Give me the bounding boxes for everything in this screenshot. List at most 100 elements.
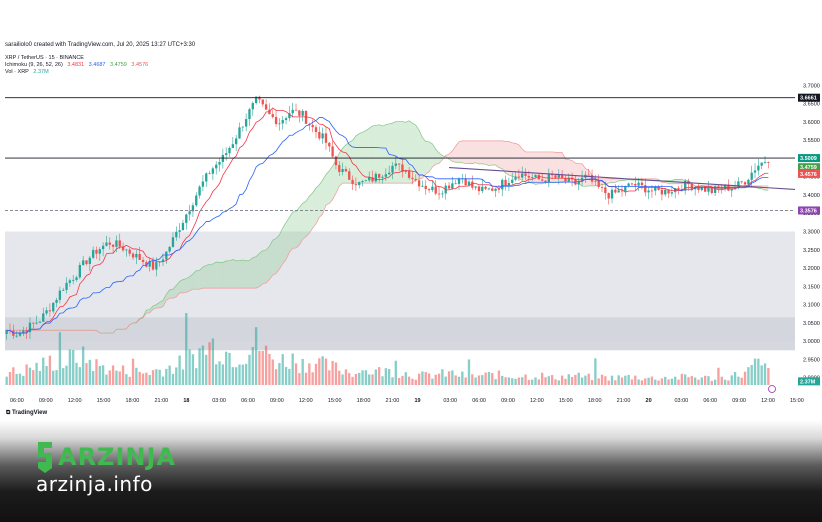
support-price-label-bg — [798, 206, 820, 215]
x-tick-label: 12:00 — [761, 398, 775, 404]
candle-body — [85, 260, 88, 264]
volume-bar — [225, 351, 228, 385]
candle-body — [417, 180, 421, 187]
candle-body — [397, 163, 401, 165]
lightning-icon[interactable] — [768, 385, 776, 393]
candle-body — [384, 174, 388, 177]
candle-body — [657, 186, 660, 190]
volume-bar — [664, 376, 667, 385]
volume-bar — [65, 365, 68, 385]
volume-bar — [258, 350, 261, 385]
volume-bar — [481, 375, 484, 385]
volume-bar — [650, 376, 654, 385]
volume-bar — [707, 376, 710, 385]
candle-body — [630, 183, 634, 185]
candle-body — [261, 99, 264, 105]
candle-body — [737, 181, 740, 188]
volume-bar — [58, 332, 62, 385]
candle-body — [604, 187, 607, 194]
candle-body — [88, 257, 91, 264]
volume-bar — [208, 342, 211, 385]
candle-body — [587, 174, 590, 176]
candle-body — [544, 180, 547, 183]
candle-body — [115, 240, 118, 247]
volume-bar — [657, 380, 660, 385]
cloud-segment — [212, 261, 217, 289]
chart-area[interactable]: sarailiolo0 created with TradingView.com… — [0, 0, 822, 420]
candle-body — [28, 322, 32, 333]
volume-legend[interactable]: Vol · XRP 2.37M — [5, 69, 52, 75]
candle-body — [654, 186, 657, 191]
volume-bar — [487, 371, 491, 385]
volume-bar — [348, 373, 351, 385]
cloud-segment — [182, 278, 187, 293]
volume-bar — [55, 370, 58, 385]
cloud-segment — [432, 143, 436, 167]
x-tick-label: 15:00 — [559, 398, 573, 404]
volume-bar — [457, 376, 461, 385]
volume-bar — [627, 374, 630, 385]
cloud-segment — [369, 126, 373, 184]
volume-bar — [550, 375, 554, 385]
volume-bar — [411, 378, 414, 385]
candle-body — [148, 261, 151, 267]
x-tick-label: 03:00 — [212, 398, 226, 404]
volume-bar — [52, 370, 55, 385]
cloud-segment — [402, 121, 406, 184]
candle-body — [760, 162, 763, 166]
volume-bar — [394, 360, 397, 385]
candle-body — [577, 181, 580, 185]
candle-body — [717, 186, 720, 189]
candle-body — [218, 161, 221, 165]
volume-bar — [557, 380, 560, 385]
ichimoku-value-3: 3.4759 — [110, 62, 127, 68]
y-tick-label: 2.9500 — [803, 357, 820, 363]
cloud-segment — [262, 249, 267, 284]
brand-url[interactable]: arzinja.info — [36, 472, 153, 496]
cloud-segment — [259, 250, 263, 287]
volume-bar — [155, 369, 158, 385]
candle-body — [680, 188, 684, 191]
cloud-segment — [256, 253, 260, 289]
ichimoku-legend[interactable]: Ichimoku (9, 26, 52, 26) 3.4831 3.4687 3… — [5, 62, 151, 68]
cloud-segment — [159, 300, 163, 308]
price-chart[interactable]: 3.70003.65003.60003.55003.50003.45003.40… — [0, 0, 822, 420]
candle-body — [504, 179, 507, 185]
volume-bar — [610, 375, 614, 385]
y-tick-label: 3.5500 — [803, 138, 820, 144]
volume-bar — [391, 377, 394, 385]
candle-body — [348, 171, 351, 180]
cloud-segment — [495, 140, 499, 168]
volume-bar — [175, 367, 178, 385]
cloud-segment — [319, 180, 323, 218]
cloud-segment — [615, 178, 619, 183]
candle-body — [52, 302, 55, 312]
candle-body — [554, 175, 557, 178]
volume-bar — [298, 373, 301, 385]
x-tick-label: 03:00 — [443, 398, 457, 404]
candle-body — [690, 183, 694, 190]
candle-body — [710, 188, 713, 193]
volume-bar — [531, 379, 534, 385]
candle-body — [75, 277, 78, 280]
symbol-legend[interactable]: XRP / TetherUS · 15 · BINANCE — [5, 55, 84, 61]
cloud-segment — [365, 128, 370, 184]
descending-trendline — [448, 166, 796, 191]
volume-bar — [98, 365, 101, 385]
volume-bar — [660, 378, 664, 385]
volume-bar — [111, 365, 115, 385]
tradingview-logo[interactable]: ⧉ TradingView — [6, 410, 47, 417]
x-tick-label: 19 — [414, 398, 420, 404]
volume-bar — [178, 355, 181, 385]
volume-bar — [604, 376, 607, 385]
volume-bar — [471, 374, 474, 385]
volume-bar — [547, 376, 550, 385]
cloud-segment — [312, 188, 316, 229]
volume-bar — [161, 376, 165, 385]
candle-body — [457, 178, 461, 184]
tenkan-price-label-bg — [798, 163, 820, 172]
volume-bar — [344, 369, 348, 385]
candle-body — [298, 110, 301, 116]
volume-bar — [763, 363, 767, 385]
volume-bar — [417, 373, 421, 385]
